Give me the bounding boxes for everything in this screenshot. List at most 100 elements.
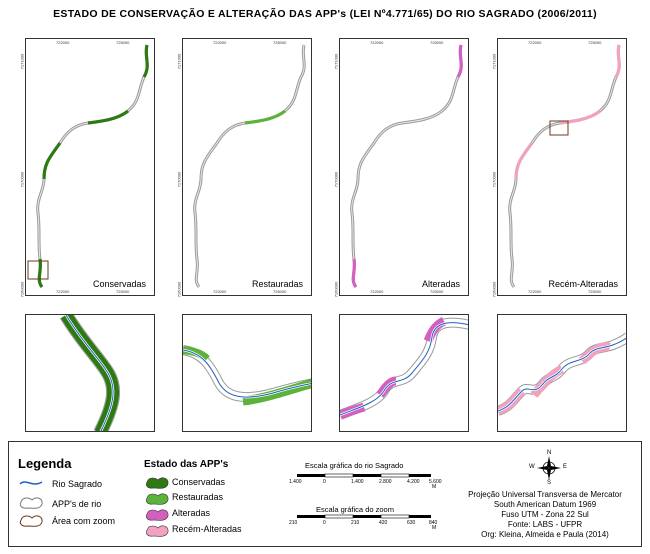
zoom-river-line bbox=[183, 349, 311, 398]
river-map-svg bbox=[350, 44, 463, 288]
coord-tick-left: 7160000 bbox=[333, 281, 339, 298]
credit-zone: Fuso UTM - Zona 22 Sul bbox=[501, 510, 589, 519]
south-label: S bbox=[547, 480, 552, 486]
coord-tick-bottom: 722000 bbox=[528, 289, 542, 294]
coord-tick-top: 722000 bbox=[213, 40, 227, 45]
coord-tick-left: 7160000 bbox=[19, 281, 25, 298]
zoom-buffer-outline bbox=[340, 317, 468, 420]
legend-symbols bbox=[19, 481, 43, 527]
zoom-panel bbox=[182, 314, 312, 432]
estado-swatch-icon bbox=[146, 509, 169, 521]
zoom-panel bbox=[25, 314, 155, 432]
zoom-buffer-fill bbox=[340, 318, 468, 419]
river-line bbox=[509, 44, 620, 288]
coord-tick-bottom: 725000 bbox=[430, 289, 444, 294]
coord-tick-bottom: 725000 bbox=[273, 289, 287, 294]
zoom-area-box bbox=[27, 260, 49, 280]
coord-tick-left: 7170000 bbox=[19, 171, 25, 188]
river-map-svg bbox=[27, 44, 149, 288]
coord-tick-left: 7160000 bbox=[176, 281, 182, 298]
estado-swatch-icon bbox=[146, 493, 169, 505]
app-state-segment bbox=[37, 258, 44, 288]
app-state-segment bbox=[614, 44, 621, 78]
zoom-panel bbox=[339, 314, 469, 432]
compass-rose-icon bbox=[537, 456, 561, 480]
scale-rio-title: Escala gráfica do rio Sagrado bbox=[305, 461, 404, 470]
coord-tick-left: 7171000 bbox=[176, 53, 182, 70]
estado-item-conservadas: Conservadas bbox=[172, 477, 226, 487]
panel-label: Restauradas bbox=[251, 279, 303, 289]
scale-label: 630 bbox=[407, 520, 416, 526]
scale-label: 210 bbox=[351, 520, 360, 526]
map-panel: Conservadas 722000 725000 722000 725000 71710… bbox=[19, 38, 155, 297]
scale-unit: M bbox=[432, 484, 437, 490]
app-buffer-line bbox=[36, 44, 149, 288]
north-label: N bbox=[547, 450, 552, 456]
estado-item-alteradas: Alteradas bbox=[172, 508, 211, 518]
scale-label: 5.600 bbox=[429, 479, 442, 485]
estado-symbols bbox=[146, 477, 169, 537]
zoom-map-svg bbox=[498, 332, 626, 416]
app-buffer-line bbox=[350, 44, 463, 288]
scale-label: 1.400 bbox=[289, 479, 302, 485]
scale-label: 420 bbox=[379, 520, 388, 526]
panel-label: Alteradas bbox=[421, 279, 460, 289]
zoom-area-symbol-icon bbox=[19, 515, 43, 527]
coord-tick-left: 7171000 bbox=[333, 53, 339, 70]
scale-zoom-title: Escala gráfica do zoom bbox=[316, 505, 394, 514]
coord-tick-top: 725000 bbox=[430, 40, 444, 45]
zoom-area-box bbox=[549, 120, 569, 136]
app-state-segment bbox=[42, 142, 62, 180]
coord-tick-bottom: 725000 bbox=[588, 289, 602, 294]
coord-tick-left: 7170000 bbox=[333, 171, 339, 188]
scale-label: 1.400 bbox=[351, 479, 364, 485]
legend-item-app: APP's de rio bbox=[52, 499, 102, 509]
app-state-segment bbox=[514, 142, 534, 180]
coord-tick-bottom: 722000 bbox=[56, 289, 70, 294]
scale-zoom-bar bbox=[297, 514, 431, 519]
credit-source: Fonte: LABS - UFPR bbox=[507, 520, 583, 529]
app-state-segment bbox=[456, 44, 463, 78]
app-symbol-icon bbox=[19, 497, 43, 509]
map-panel: Recém-Alteradas 722000 725000 722000 725000 7… bbox=[491, 38, 627, 297]
app-buffer-line bbox=[508, 44, 621, 288]
coord-tick-bottom: 722000 bbox=[370, 289, 384, 294]
zoom-map-svg bbox=[340, 316, 468, 420]
coord-tick-top: 722000 bbox=[528, 40, 542, 45]
zoom-river-line bbox=[65, 315, 114, 431]
scale-rio-bar bbox=[297, 473, 431, 478]
river-line bbox=[37, 44, 148, 288]
scale-label: 4.200 bbox=[407, 479, 420, 485]
map-panel: Alteradas 722000 725000 722000 725000 7171000… bbox=[333, 38, 469, 297]
estado-item-recem-alteradas: Recém-Alteradas bbox=[172, 524, 242, 534]
coord-tick-top: 722000 bbox=[370, 40, 384, 45]
coord-tick-bottom: 725000 bbox=[116, 289, 130, 294]
scale-label: 210 bbox=[289, 520, 298, 526]
scale-label: 0 bbox=[323, 520, 326, 526]
panel-label: Conservadas bbox=[92, 279, 146, 289]
credit-datum: South American Datum 1969 bbox=[493, 500, 597, 509]
scale-unit: M bbox=[432, 525, 437, 531]
coord-tick-bottom: 722000 bbox=[213, 289, 227, 294]
credit-authors: Org: Kleina, Almeida e Paula (2014) bbox=[481, 530, 609, 539]
panel-label: Recém-Alteradas bbox=[548, 279, 618, 289]
coord-tick-left: 7171000 bbox=[491, 53, 497, 70]
coord-tick-top: 725000 bbox=[116, 40, 130, 45]
map-title: ESTADO DE CONSERVAÇÃO E ALTERAÇÃO DAS AP… bbox=[53, 8, 597, 20]
app-state-segment bbox=[142, 44, 149, 78]
river-symbol-icon bbox=[19, 481, 43, 485]
east-label: E bbox=[563, 464, 568, 470]
coord-tick-top: 722000 bbox=[56, 40, 70, 45]
credit-projection: Projeção Universal Transversa de Mercato… bbox=[468, 490, 622, 499]
estado-item-restauradas: Restauradas bbox=[172, 492, 224, 502]
zoom-map-svg bbox=[183, 345, 311, 406]
coord-tick-left: 7170000 bbox=[491, 171, 497, 188]
coord-tick-top: 725000 bbox=[588, 40, 602, 45]
app-state-segment bbox=[351, 258, 358, 288]
zoom-map-svg bbox=[59, 315, 121, 431]
coord-tick-left: 7170000 bbox=[176, 171, 182, 188]
estado-title: Estado das APP's bbox=[144, 459, 229, 470]
app-state-segment bbox=[87, 109, 129, 125]
scale-label: 840 bbox=[429, 520, 438, 526]
